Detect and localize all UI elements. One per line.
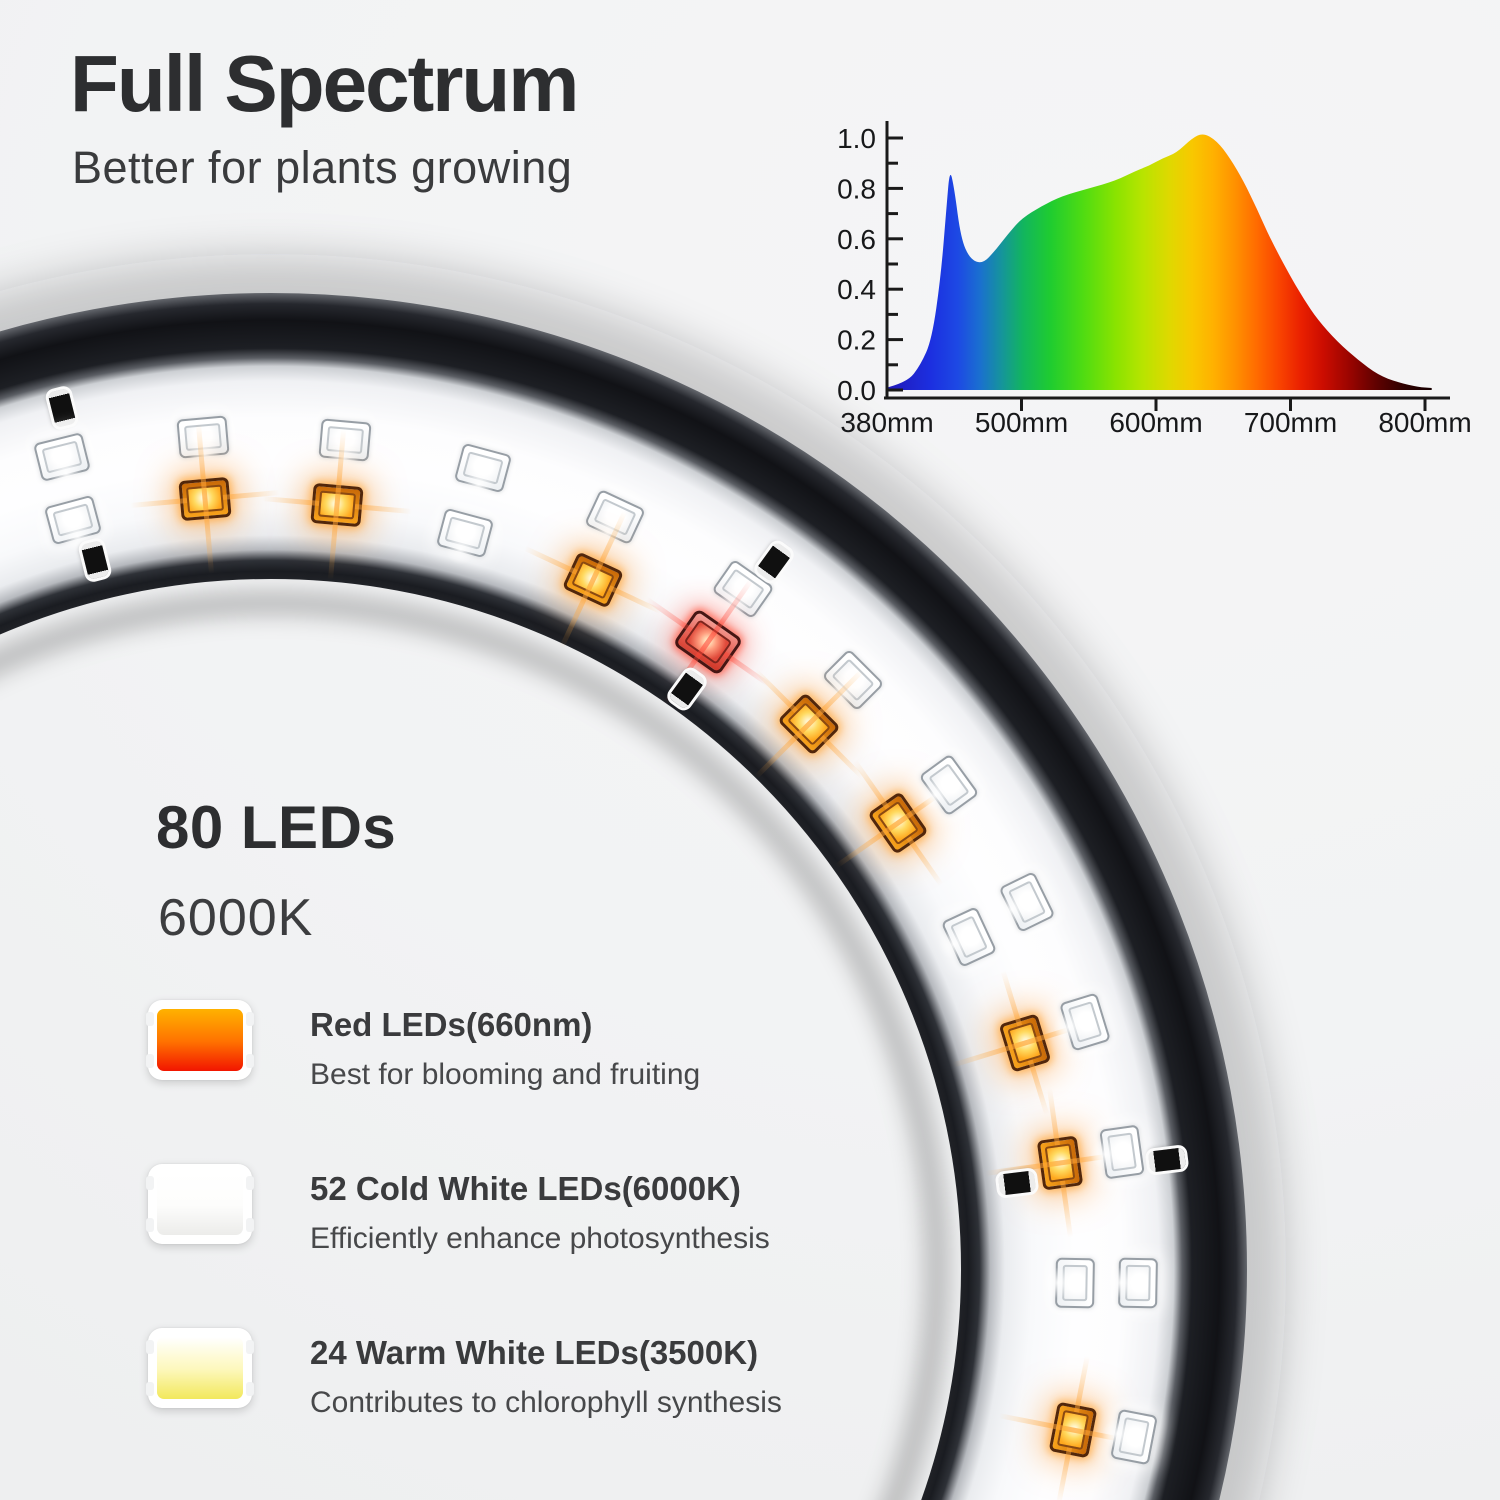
chip-notch xyxy=(246,1012,254,1026)
legend-item-warm-white: 24 Warm White LEDs(3500K) Contributes to… xyxy=(146,1328,782,1422)
x-tick-label: 600mm xyxy=(1109,407,1202,435)
y-tick-label: 0.2 xyxy=(837,325,876,356)
legend-title: 24 Warm White LEDs(3500K) xyxy=(310,1334,759,1371)
chip-notch xyxy=(146,1012,154,1026)
chip-notch xyxy=(146,1054,154,1068)
legend-desc: Efficiently enhance photosynthesis xyxy=(310,1222,770,1256)
chip-notch xyxy=(246,1054,254,1068)
spectrum-chart-svg: 0.0 0.2 0.4 0.6 0.8 1.0 380mm 500mm 600mm 700mm 80… xyxy=(837,121,1472,438)
page-title: Full Spectrum xyxy=(70,39,579,128)
legend-desc: Contributes to chlorophyll synthesis xyxy=(310,1386,782,1420)
chip-notch xyxy=(146,1176,154,1190)
legend-item-cold-white: 52 Cold White LEDs(6000K) Efficiently en… xyxy=(146,1164,770,1258)
color-temp-label: 6000K xyxy=(158,889,314,947)
led-count-label: 80 LEDs xyxy=(156,794,397,861)
y-tick-label: 0.8 xyxy=(837,173,876,204)
chip-notch xyxy=(246,1340,254,1354)
x-tick-label: 500mm xyxy=(975,407,1068,435)
product-stats: 80 LEDs 6000K xyxy=(156,793,396,948)
ring-body xyxy=(0,293,1247,1500)
legend-title: Red LEDs(660nm) xyxy=(310,1006,593,1043)
y-tick-label: 0.6 xyxy=(837,224,876,255)
legend-text: 24 Warm White LEDs(3500K) Contributes to… xyxy=(310,1328,782,1422)
x-tick-label: 800mm xyxy=(1378,407,1471,435)
legend-desc: Best for blooming and fruiting xyxy=(310,1058,701,1092)
chip-notch xyxy=(146,1340,154,1354)
red-led-emitter xyxy=(157,1009,243,1071)
legend-item-red: Red LEDs(660nm) Best for blooming and fr… xyxy=(146,1000,700,1094)
legend-text: Red LEDs(660nm) Best for blooming and fr… xyxy=(310,1000,700,1094)
spectrum-chart: 0.0 0.2 0.4 0.6 0.8 1.0 380mm 500mm 600mm 700mm 80… xyxy=(820,95,1480,438)
cold-white-led-chip-icon xyxy=(146,1164,254,1244)
chip-notch xyxy=(246,1218,254,1232)
header: Full Spectrum Better for plants growing xyxy=(70,39,579,194)
x-tick-label: 700mm xyxy=(1244,407,1337,435)
y-tick-label: 0.0 xyxy=(837,375,876,406)
y-tick-label: 0.4 xyxy=(837,274,876,305)
warm-white-led-emitter xyxy=(157,1337,243,1399)
chip-notch xyxy=(246,1176,254,1190)
x-tick-label: 380mm xyxy=(840,407,933,435)
ring-inner-shadow xyxy=(0,590,950,1500)
legend-title: 52 Cold White LEDs(6000K) xyxy=(310,1170,741,1207)
page-subtitle: Better for plants growing xyxy=(72,142,573,193)
spectrum-area xyxy=(887,134,1432,390)
chip-notch xyxy=(246,1382,254,1396)
chip-notch xyxy=(146,1382,154,1396)
y-tick-label: 1.0 xyxy=(837,123,876,154)
warm-white-led-chip-icon xyxy=(146,1328,254,1408)
cold-white-led-emitter xyxy=(157,1173,243,1235)
red-led-chip-icon xyxy=(146,1000,254,1080)
legend-text: 52 Cold White LEDs(6000K) Efficiently en… xyxy=(310,1164,770,1258)
chip-notch xyxy=(146,1218,154,1232)
